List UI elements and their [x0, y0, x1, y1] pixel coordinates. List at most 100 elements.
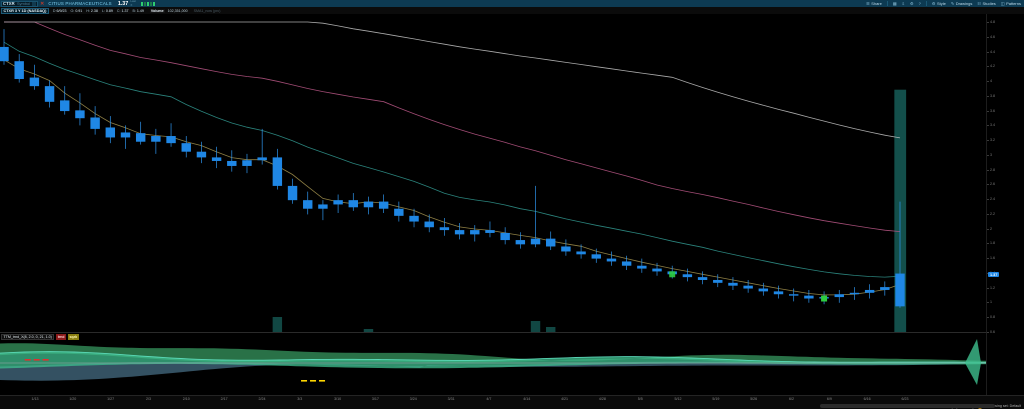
volume-bar — [363, 329, 374, 332]
candle — [849, 287, 860, 300]
candle — [576, 244, 586, 259]
print-button[interactable]: ⇩ — [902, 1, 905, 6]
drawings-button[interactable]: ✎ Drawings — [951, 1, 973, 6]
candle — [242, 153, 252, 174]
price-axis[interactable]: 4.8 4.6 4.4 4.2 4 3.8 3.6 3.4 3.2 3 2.8 2.6 2.4 2.2 2 1… — [987, 14, 1024, 395]
study-name-label[interactable]: TTM_trnd_X(8, 2.0, 0, 21, 1.0) — [1, 333, 55, 341]
share-label: Share — [871, 1, 882, 6]
candle — [880, 281, 890, 296]
price-tick-mark — [987, 110, 989, 112]
study-badge-trnd[interactable]: trnd — [56, 334, 66, 340]
price-tick-label: 1.6 — [990, 256, 995, 261]
ohlc-close: C: 1.37 — [116, 8, 129, 13]
price-tick-mark — [987, 125, 989, 127]
time-axis[interactable]: 1/13 1/20 1/27 2/3 2/10 2/17 2/24 3/3 3/10 3/17 3/… — [0, 395, 1024, 403]
price-cap-top: Last — [130, 0, 136, 4]
grid-button[interactable]: ▦ — [893, 1, 897, 6]
candle — [166, 123, 176, 147]
price-tick-mark — [987, 199, 989, 201]
style-button[interactable]: ⚙ Style — [932, 1, 946, 6]
squeeze-dash-marker — [24, 359, 31, 361]
divider — [925, 1, 927, 6]
squeeze-dash-marker — [42, 359, 49, 361]
chart-area[interactable]: TTM_trnd_X(8, 2.0, 0, 21, 1.0) trnd sqzb… — [0, 14, 1024, 395]
study-band-upper-green — [0, 343, 986, 365]
symbol-input-box[interactable]: CTXR Symbol — [1, 0, 39, 7]
candle — [211, 146, 222, 169]
candle — [788, 288, 799, 302]
candle — [60, 86, 70, 115]
time-tick-label: 4/14 — [523, 397, 531, 401]
ma-pink-line — [4, 21, 901, 232]
price-tick-mark — [987, 287, 989, 289]
candle — [378, 194, 389, 213]
price-tick-label: 4 — [990, 79, 992, 84]
horizontal-scrollbar[interactable] — [820, 404, 995, 408]
grid-icon: ▦ — [892, 1, 897, 6]
time-tick-label: 2/3 — [145, 397, 151, 401]
price-pane[interactable] — [0, 14, 987, 332]
candle — [515, 232, 526, 249]
candle — [196, 141, 207, 164]
study-ghost-label: SMA1_now (prc) — [193, 8, 221, 13]
time-tick-label: 3/17 — [371, 397, 379, 401]
time-tick-label: 4/21 — [561, 397, 569, 401]
ohlc-symbol-period[interactable]: CTXR 3 Y 1D (NASDAQ) — [1, 7, 49, 14]
time-tick-label: 6/23 — [901, 397, 909, 401]
price-tick-label: 4.2 — [990, 64, 995, 69]
ohlc-bid: B: 1.49 — [132, 8, 144, 13]
ttm-trend-study-pane[interactable] — [0, 332, 987, 395]
share-button[interactable]: ☰ Share — [866, 1, 882, 6]
studies-button[interactable]: ☷ Studies — [977, 1, 995, 6]
ohlc-date: D 6/9/23 — [52, 8, 67, 13]
candle — [0, 29, 9, 65]
candle — [834, 289, 844, 303]
candle — [181, 136, 191, 158]
chevron-down-icon[interactable] — [32, 1, 37, 6]
squeeze-dash-marker — [319, 380, 326, 382]
study-teal-outline — [0, 351, 986, 363]
price-tick-mark — [987, 228, 989, 230]
candle — [135, 121, 146, 145]
patterns-button[interactable]: ◫ Patterns — [1001, 1, 1021, 6]
time-tick-label: 5/19 — [712, 397, 720, 401]
candle — [895, 201, 905, 308]
price-tick-mark — [987, 51, 989, 53]
candle — [697, 271, 708, 285]
time-tick-label: 2/24 — [258, 397, 266, 401]
candle — [105, 116, 116, 144]
price-tick-label: 4.4 — [990, 49, 995, 54]
time-tick-label: 3/3 — [297, 397, 303, 401]
study-band-middle-teal — [0, 351, 986, 369]
close-icon[interactable]: ✕ — [40, 0, 45, 7]
candle — [500, 227, 510, 245]
candle — [546, 231, 556, 251]
ma-gray-line — [4, 21, 901, 139]
study-band-lower-blue — [0, 361, 986, 381]
style-label: Style — [936, 1, 946, 6]
studies-icon: ☷ — [977, 1, 981, 6]
price-tick-mark — [987, 154, 989, 156]
volume-bar — [546, 327, 556, 332]
volume-label: Volume — [149, 8, 165, 13]
current-price-badge[interactable]: 1.37 — [988, 272, 1000, 278]
candle — [363, 196, 374, 215]
time-tick-label: 6/16 — [863, 397, 871, 401]
settings-button[interactable]: ⚙ — [910, 1, 914, 6]
candle — [606, 251, 617, 266]
drawings-label: Drawings — [955, 1, 973, 6]
share-icon: ☰ — [866, 1, 870, 6]
candle — [864, 284, 875, 299]
candle — [75, 93, 85, 126]
print-icon: ⇩ — [901, 1, 906, 6]
time-tick-label: 3/24 — [409, 397, 417, 401]
help-button[interactable]: ? — [919, 1, 921, 6]
style-icon: ⚙ — [931, 1, 936, 6]
ohlc-open: O: 0.91 — [70, 8, 83, 13]
time-tick-label: 1/13 — [31, 397, 39, 401]
study-badge-sqzb[interactable]: sqzb — [67, 334, 79, 340]
price-tick-mark — [987, 243, 989, 245]
candle — [743, 279, 753, 293]
price-tick-mark — [987, 184, 989, 186]
mini-sparkline-icon — [140, 1, 155, 6]
